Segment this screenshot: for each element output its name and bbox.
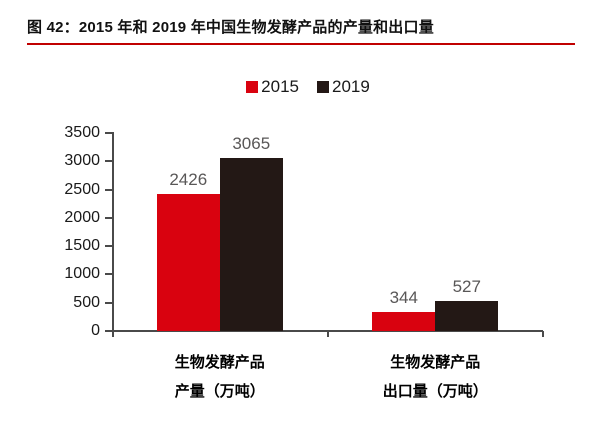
y-axis-tick-label: 3000 <box>64 152 100 170</box>
y-axis-tick-label: 2000 <box>64 208 100 226</box>
category-label-line: 产量（万吨） <box>174 383 265 400</box>
value-label-2019-category-1: 3065 <box>232 133 271 153</box>
value-label-2015-category-1: 2426 <box>169 169 208 189</box>
y-tick-mark <box>105 301 112 304</box>
y-axis-line <box>112 132 114 337</box>
legend-swatch-2015 <box>246 81 259 93</box>
category-label-line: 出口量（万吨） <box>382 383 488 400</box>
y-axis-tick-label: 2500 <box>64 180 100 198</box>
bar-2015-category-1 <box>156 193 220 331</box>
legend-item-2019: 2019 <box>317 77 370 97</box>
y-axis-tick-label: 500 <box>73 293 100 311</box>
y-tick-mark <box>105 188 112 191</box>
bar-2015-category-2 <box>372 311 436 331</box>
y-axis-tick-label: 3500 <box>64 124 100 141</box>
value-label-2015-category-2: 344 <box>389 287 418 307</box>
category-label-line: 生物发酵产品 <box>174 354 265 371</box>
legend-label-2019: 2019 <box>332 77 370 96</box>
y-axis-tick-label: 0 <box>91 322 100 339</box>
title-underline <box>27 43 575 45</box>
chart-legend: 2015 2019 <box>0 77 616 97</box>
value-label-2019-category-2: 527 <box>452 277 481 297</box>
y-axis-tick-label: 1000 <box>64 265 100 283</box>
category-label-2: 生物发酵产品 出口量（万吨） <box>345 348 525 406</box>
bar-2019-category-1 <box>219 157 283 331</box>
bar-2019-category-2 <box>435 301 499 331</box>
y-tick-mark <box>105 330 112 332</box>
figure-title: 图 42：2015 年和 2019 年中国生物发酵产品的产量和出口量 <box>27 19 434 36</box>
y-tick-mark <box>105 160 112 163</box>
y-tick-mark <box>105 216 112 219</box>
legend-label-2015: 2015 <box>261 77 299 96</box>
y-axis-tick-label: 1500 <box>64 237 100 255</box>
y-tick-mark <box>105 273 112 276</box>
y-tick-mark <box>105 245 112 248</box>
category-label-line: 生物发酵产品 <box>390 354 481 371</box>
y-tick-mark <box>105 132 112 134</box>
legend-swatch-2019 <box>317 81 329 93</box>
category-label-1: 生物发酵产品 产量（万吨） <box>130 348 310 406</box>
x-tick-mark <box>326 331 329 337</box>
legend-item-2015: 2015 <box>246 77 299 97</box>
x-tick-mark <box>542 331 544 337</box>
